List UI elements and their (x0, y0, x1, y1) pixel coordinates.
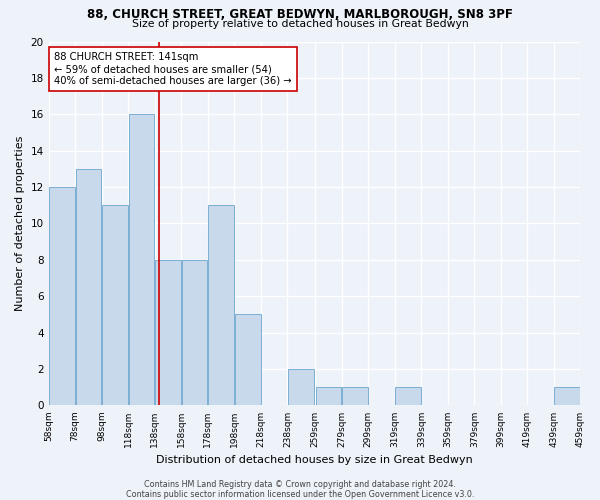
Bar (554, 387, 580, 406)
X-axis label: Distribution of detached houses by size in Great Bedwyn: Distribution of detached houses by size … (156, 455, 473, 465)
Y-axis label: Number of detached properties: Number of detached properties (15, 136, 25, 311)
Text: Contains HM Land Registry data © Crown copyright and database right 2024.
Contai: Contains HM Land Registry data © Crown c… (126, 480, 474, 499)
Bar (316, 387, 341, 406)
Bar (342, 387, 368, 406)
Bar (235, 314, 260, 406)
Bar (102, 206, 128, 406)
Bar (49, 187, 75, 406)
Bar (288, 369, 314, 406)
Bar (76, 169, 101, 406)
Bar (128, 114, 154, 406)
Text: 88, CHURCH STREET, GREAT BEDWYN, MARLBOROUGH, SN8 3PF: 88, CHURCH STREET, GREAT BEDWYN, MARLBOR… (87, 8, 513, 20)
Bar (395, 387, 421, 406)
Bar (182, 260, 208, 406)
Bar (155, 260, 181, 406)
Text: Size of property relative to detached houses in Great Bedwyn: Size of property relative to detached ho… (131, 19, 469, 29)
Bar (208, 206, 234, 406)
Text: 88 CHURCH STREET: 141sqm
← 59% of detached houses are smaller (54)
40% of semi-d: 88 CHURCH STREET: 141sqm ← 59% of detach… (54, 52, 292, 86)
